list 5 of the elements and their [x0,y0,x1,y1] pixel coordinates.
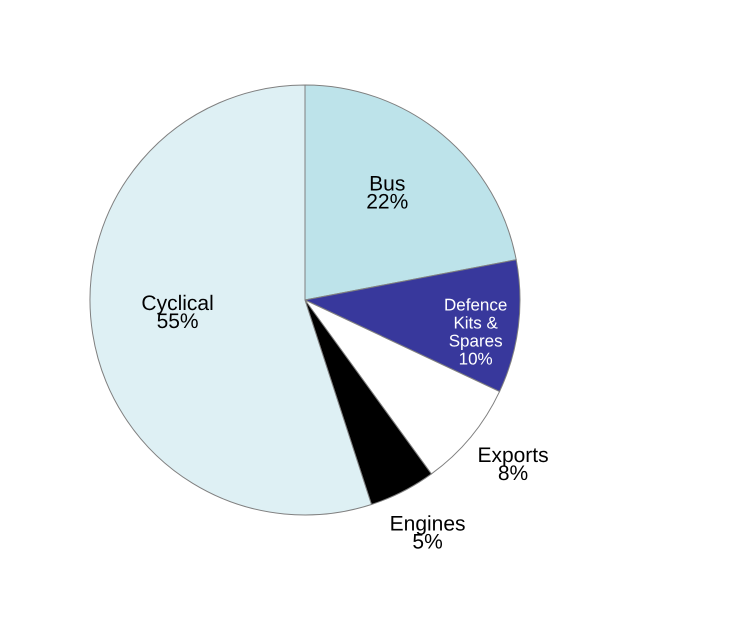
slice-label: Defence Kits & Spares [444,296,508,351]
slice-label: Engines [390,512,466,536]
data-label: 10% [458,350,493,369]
slice-label: Exports [477,444,549,468]
data-label: 22% [366,190,408,214]
